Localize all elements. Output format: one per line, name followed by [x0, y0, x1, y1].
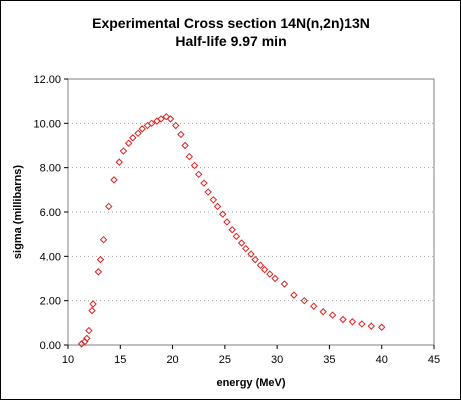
data-points: [77, 112, 386, 348]
axis-ticks: [64, 78, 435, 349]
data-point: [237, 239, 246, 247]
chart-title: Experimental Cross section 14N(n,2n)13N: [92, 15, 370, 31]
y-axis-label: sigma (millibarns): [12, 165, 24, 259]
data-point: [119, 147, 128, 155]
data-point: [96, 255, 105, 264]
chart-subtitle: Half-life 9.97 min: [175, 33, 286, 49]
y-tick-label: 8.00: [40, 163, 61, 175]
data-point: [138, 125, 146, 133]
y-axis-tick-labels: 0.00 2.00 4.00 6.00 8.00 10.00 12.00: [33, 74, 61, 352]
data-point: [105, 202, 113, 211]
x-tick-label: 40: [376, 354, 388, 366]
data-point: [209, 196, 218, 204]
data-point: [310, 302, 318, 310]
data-point: [328, 311, 337, 319]
x-tick-label: 15: [114, 354, 126, 366]
x-tick-label: 35: [323, 354, 335, 366]
data-point: [115, 158, 123, 166]
data-point: [223, 218, 231, 226]
data-point: [190, 161, 199, 170]
x-tick-label: 10: [62, 354, 74, 366]
data-point: [300, 296, 309, 305]
data-point: [378, 323, 386, 331]
data-point: [280, 280, 289, 288]
data-point: [213, 202, 222, 211]
x-tick-label: 45: [428, 354, 440, 366]
data-point: [177, 130, 185, 139]
data-point: [162, 112, 171, 121]
data-point: [358, 320, 366, 328]
data-point: [185, 152, 194, 161]
data-point: [319, 308, 327, 316]
data-point: [134, 129, 142, 138]
data-point: [157, 115, 165, 123]
y-tick-label: 12.00: [33, 74, 61, 86]
data-point: [204, 188, 212, 196]
data-point: [83, 334, 91, 343]
data-point: [89, 300, 97, 308]
data-point: [228, 226, 236, 234]
y-tick-label: 0.00: [40, 340, 61, 352]
data-point: [94, 268, 103, 276]
data-point: [195, 170, 203, 179]
data-point: [143, 121, 152, 130]
data-point: [266, 270, 274, 278]
data-point: [124, 139, 133, 147]
data-point: [256, 261, 265, 269]
data-point: [271, 274, 279, 283]
plot-area: [67, 78, 435, 346]
data-point: [242, 244, 250, 253]
data-point: [110, 176, 118, 184]
data-point: [290, 291, 298, 299]
x-axis-label: energy (MeV): [216, 377, 285, 389]
data-point: [339, 315, 347, 324]
data-point: [166, 115, 175, 123]
y-tick-label: 10.00: [33, 118, 61, 130]
gridlines: [68, 122, 434, 302]
x-tick-label: 30: [271, 354, 283, 366]
data-point: [85, 326, 93, 335]
data-point: [260, 265, 269, 274]
data-point: [247, 250, 255, 258]
data-point: [200, 179, 208, 187]
data-point: [181, 141, 189, 150]
data-point: [348, 318, 357, 326]
x-tick-label: 25: [219, 354, 231, 366]
y-tick-label: 4.00: [40, 251, 61, 263]
data-point: [129, 134, 137, 142]
data-point: [88, 306, 96, 315]
data-point: [147, 119, 156, 128]
x-tick-label: 20: [166, 354, 178, 366]
y-tick-label: 6.00: [40, 207, 61, 219]
y-tick-label: 2.00: [40, 296, 61, 308]
data-point: [251, 255, 259, 264]
data-point: [99, 236, 108, 244]
data-point: [232, 232, 241, 241]
data-point: [172, 121, 180, 130]
data-point: [219, 210, 227, 218]
x-axis-tick-labels: 10 15 20 25 30 35 40 45: [62, 354, 440, 366]
data-point: [367, 322, 375, 330]
